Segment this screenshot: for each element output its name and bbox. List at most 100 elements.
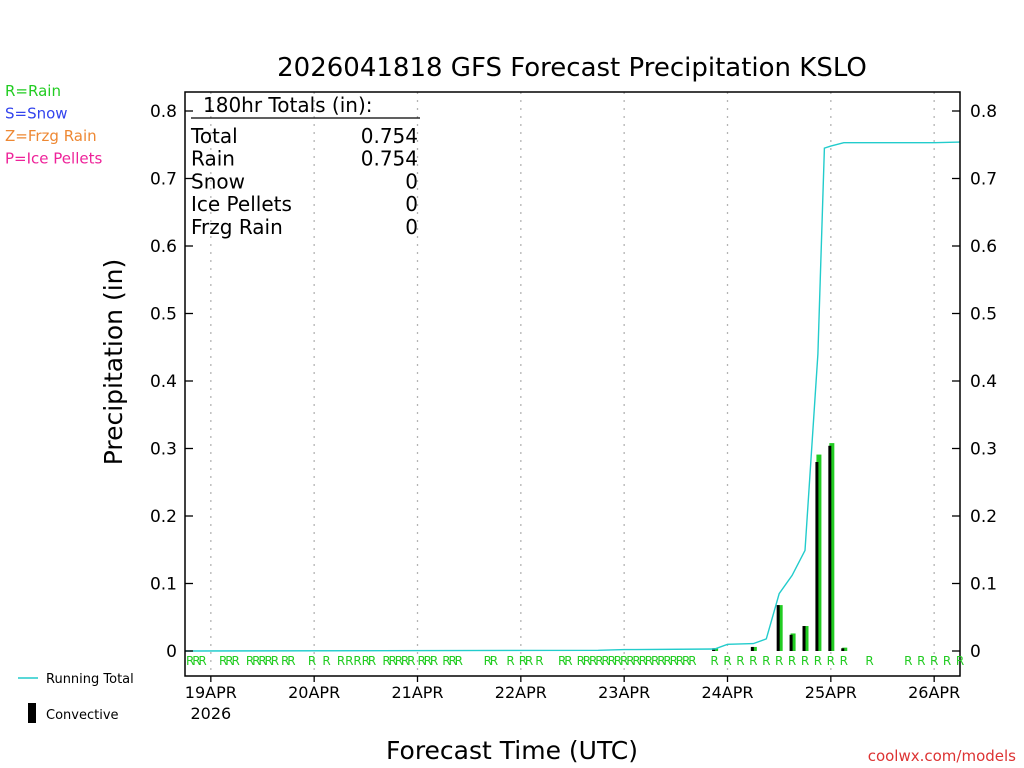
- precip-bar-total: [777, 605, 783, 651]
- y-tick-label-right: 0.6: [970, 237, 997, 257]
- x-tick-label: 22APR: [495, 683, 547, 702]
- ptype-marker: R: [231, 654, 239, 668]
- ptype-legend-item: Z=Frzg Rain: [5, 127, 97, 145]
- ptype-marker: R: [225, 654, 233, 668]
- plot-frame: [184, 91, 961, 677]
- ptype-marker: R: [535, 654, 543, 668]
- precip-bar-total: [803, 626, 809, 651]
- ptype-marker: R: [287, 654, 295, 668]
- totals-row-label: Rain: [191, 147, 235, 171]
- convective-legend-label: Convective: [46, 708, 119, 723]
- ptype-marker: R: [490, 654, 498, 668]
- ptype-marker: R: [271, 654, 279, 668]
- ptype-marker: R: [258, 654, 266, 668]
- ptype-marker: R: [620, 654, 628, 668]
- ptype-marker: R: [840, 654, 848, 668]
- precip-bar-convective: [789, 634, 793, 651]
- ptype-marker: R: [368, 654, 376, 668]
- ptype-legend-item: P=Ice Pellets: [5, 150, 102, 168]
- ptype-marker: R: [762, 654, 770, 668]
- y-tick-label-left: 0.3: [150, 440, 177, 460]
- totals-row-label: Snow: [191, 169, 245, 193]
- grid-lines: [210, 92, 935, 676]
- ptype-marker: R: [401, 654, 409, 668]
- ptype-marker: R: [442, 654, 450, 668]
- ptype-marker: R: [246, 654, 254, 668]
- ptype-legend-item: R=Rain: [5, 82, 61, 100]
- precip-bar-convective: [776, 605, 780, 651]
- ptype-marker: R: [917, 654, 925, 668]
- y-axis-right: 0 0.1 0.2 0.3 0.4 0.5 0.6 0.7 0.8: [952, 102, 997, 662]
- y-tick-label-right: 0.3: [970, 440, 997, 460]
- ptype-marker: R: [904, 654, 912, 668]
- y-tick-label-right: 0.7: [970, 170, 997, 190]
- x-tick-sublabel: 2026: [190, 704, 231, 723]
- y-tick-label-left: 0.2: [150, 507, 177, 527]
- ptype-marker: R: [736, 654, 744, 668]
- ptype-marker: R: [614, 654, 622, 668]
- precip-bar-convective: [802, 626, 806, 651]
- totals-box: 180hr Totals (in): Total 0.754 Rain 0.754 Sn…: [190, 93, 420, 239]
- x-tick-label: 24APR: [701, 683, 753, 702]
- ptype-marker: R: [632, 654, 640, 668]
- ptype-legend: R=Rain S=Snow Z=Frzg Rain P=Ice Pellets: [5, 82, 102, 168]
- x-axis-title: Forecast Time (UTC): [386, 736, 638, 765]
- x-tick-label: 21APR: [391, 683, 443, 702]
- ptype-marker: R: [192, 654, 200, 668]
- credit-text: coolwx.com/models: [868, 747, 1016, 765]
- y-tick-label-left: 0.8: [150, 102, 177, 122]
- totals-row-value: 0: [405, 215, 418, 239]
- y-tick-label-left: 0.5: [150, 305, 177, 325]
- precip-bar-total: [842, 647, 848, 651]
- ptype-marker: R: [723, 654, 731, 668]
- x-axis: 19APR 2026 20APR 21APR 22APR 23APR 24APR 25APR 2…: [185, 676, 960, 723]
- ptype-marker: R: [322, 654, 330, 668]
- convective-legend-swatch: [28, 703, 36, 723]
- x-tick-label: 19APR: [185, 683, 237, 702]
- ptype-marker: R: [430, 654, 438, 668]
- ptype-marker: R: [281, 654, 289, 668]
- y-axis-title: Precipitation (in): [99, 259, 128, 466]
- ptype-marker: R: [455, 654, 463, 668]
- ptype-marker: R: [337, 654, 345, 668]
- totals-title: 180hr Totals (in):: [203, 93, 373, 117]
- x-tick-label: 23APR: [598, 683, 650, 702]
- ptype-marker: R: [626, 654, 634, 668]
- precip-bar-convective: [815, 462, 819, 651]
- y-tick-label-right: 0.4: [970, 372, 997, 392]
- totals-row-value: 0.754: [361, 124, 418, 148]
- ptype-marker: R: [519, 654, 527, 668]
- ptype-marker: R: [601, 654, 609, 668]
- totals-row-value: 0: [405, 169, 418, 193]
- ptype-marker: R: [424, 654, 432, 668]
- ptype-marker: R: [417, 654, 425, 668]
- ptype-marker: R: [362, 654, 370, 668]
- y-tick-label-left: 0: [166, 642, 177, 662]
- ptype-marker: R: [308, 654, 316, 668]
- precip-bar-convective: [841, 648, 845, 651]
- ptype-marker: R: [788, 654, 796, 668]
- ptype-marker: R: [943, 654, 951, 668]
- totals-row-value: 0: [405, 192, 418, 216]
- ptype-marker: R: [506, 654, 514, 668]
- ptype-marker: R: [564, 654, 572, 668]
- ptype-marker: R: [395, 654, 403, 668]
- ptype-marker: R: [353, 654, 361, 668]
- y-axis-left: 0 0.1 0.2 0.3 0.4 0.5 0.6 0.7 0.8: [150, 102, 193, 662]
- ptype-marker: R: [382, 654, 390, 668]
- totals-rows: Total 0.754 Rain 0.754 Snow 0 Ice Pellets 0 Frzg…: [190, 124, 418, 239]
- ptype-marker: R: [682, 654, 690, 668]
- x-tick-label: 26APR: [908, 683, 960, 702]
- totals-row-label: Ice Pellets: [191, 192, 292, 216]
- precip-bar-total: [713, 648, 719, 651]
- ptype-marker: R: [389, 654, 397, 668]
- ptype-marker: R: [558, 654, 566, 668]
- totals-row-label: Frzg Rain: [191, 215, 283, 239]
- ptype-marker: R: [608, 654, 616, 668]
- ptype-marker: R: [265, 654, 273, 668]
- running-total-line: [184, 141, 961, 652]
- ptype-marker: R: [676, 654, 684, 668]
- ptype-marker: R: [525, 654, 533, 668]
